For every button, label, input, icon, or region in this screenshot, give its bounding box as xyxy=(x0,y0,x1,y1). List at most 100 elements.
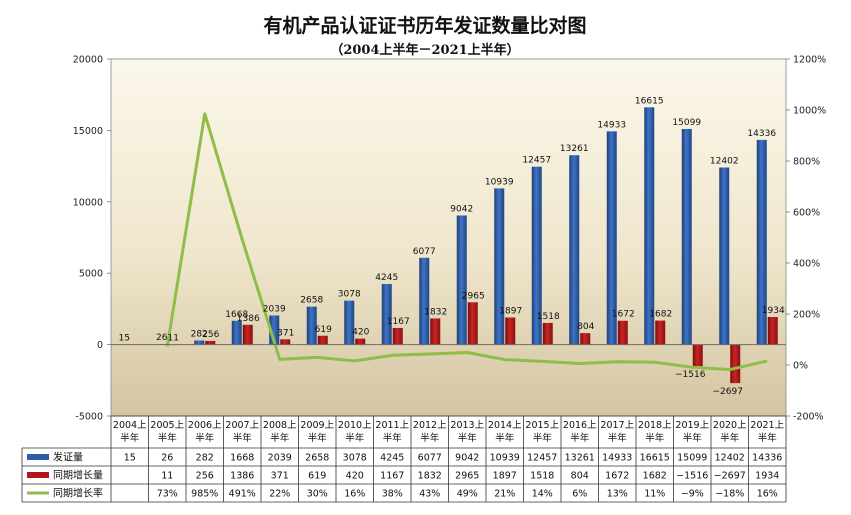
label-issued-4: 2039 xyxy=(263,304,286,314)
chart-subtitle: （2004上半年－2021上半年） xyxy=(330,42,519,58)
bar-growth-6 xyxy=(355,338,366,345)
bar-issued-15 xyxy=(681,128,692,345)
table-cell-1-10: 1897 xyxy=(493,471,517,482)
table-cell-0-7: 4245 xyxy=(380,453,404,464)
label-issued-16: 12402 xyxy=(710,156,739,166)
table-cell-0-17: 14336 xyxy=(752,453,782,464)
bar-growth-10 xyxy=(505,317,516,345)
table-cell-1-15: −1516 xyxy=(676,471,708,482)
category-label-15: 半年 xyxy=(683,432,703,444)
table-cell-0-5: 2658 xyxy=(305,453,329,464)
table-cell-0-8: 6077 xyxy=(418,453,442,464)
table-cell-1-11: 1518 xyxy=(530,471,554,482)
bar-growth-8 xyxy=(430,318,441,345)
table-cell-1-2: 256 xyxy=(196,471,214,482)
right-tick-label: 600% xyxy=(793,208,820,219)
chart-title: 有机产品认证证书历年发证数量比对图 xyxy=(263,14,586,37)
bar-issued-8 xyxy=(419,257,430,345)
right-tick-label: -200% xyxy=(793,412,824,423)
label-issued-3: 1668 xyxy=(225,310,248,320)
table-cell-0-11: 12457 xyxy=(527,453,557,464)
category-label-0: 半年 xyxy=(120,432,140,444)
category-label-2: 半年 xyxy=(195,432,215,444)
label-growth-15: −1516 xyxy=(675,370,706,380)
table-cell-1-5: 619 xyxy=(308,471,326,482)
table-cell-2-3: 491% xyxy=(229,489,256,500)
table-cell-1-8: 1832 xyxy=(418,471,442,482)
right-tick-label: 0% xyxy=(793,361,808,372)
table-cell-0-13: 14933 xyxy=(602,453,632,464)
plot-area xyxy=(110,58,787,417)
bar-growth-12 xyxy=(580,333,591,345)
bar-issued-9 xyxy=(456,215,467,345)
left-tick-label: 15000 xyxy=(73,126,103,137)
category-label-6: 半年 xyxy=(345,432,365,444)
label-growth-5: 619 xyxy=(315,325,332,335)
category-label-11: 2015上 xyxy=(525,420,559,431)
label-issued-12: 13261 xyxy=(560,144,589,154)
category-label-14: 半年 xyxy=(645,432,665,444)
bar-growth-9 xyxy=(467,302,478,345)
category-label-1: 半年 xyxy=(158,432,178,444)
table-cell-0-12: 13261 xyxy=(565,453,595,464)
bar-growth-5 xyxy=(317,335,328,345)
table-cell-2-12: 6% xyxy=(572,489,587,500)
table-cell-2-5: 30% xyxy=(307,489,328,500)
category-label-7: 2011上 xyxy=(375,420,409,431)
table-cell-1-14: 1682 xyxy=(643,471,667,482)
right-tick-label: 800% xyxy=(793,157,820,168)
legend-name-0: 发证量 xyxy=(53,451,83,464)
table-cell-1-3: 1386 xyxy=(230,471,254,482)
table-cell-1-16: −2697 xyxy=(714,471,746,482)
bar-issued-10 xyxy=(494,188,505,345)
bar-issued-17 xyxy=(756,139,767,345)
right-tick-label: 400% xyxy=(793,259,820,270)
table-cell-1-4: 371 xyxy=(271,471,289,482)
category-label-9: 半年 xyxy=(458,432,478,444)
bar-growth-17 xyxy=(767,316,778,345)
table-cell-2-2: 985% xyxy=(191,489,218,500)
bar-issued-7 xyxy=(381,283,392,345)
label-growth-6: 420 xyxy=(352,328,369,338)
bar-growth-3 xyxy=(242,324,253,345)
table-cell-2-4: 22% xyxy=(269,489,290,500)
category-label-10: 半年 xyxy=(495,432,515,444)
label-growth-3: 1386 xyxy=(237,314,260,324)
category-label-16: 2020上 xyxy=(713,420,747,431)
label-growth-14: 1682 xyxy=(649,310,672,320)
table-cell-2-16: −18% xyxy=(715,489,744,500)
category-label-4: 半年 xyxy=(270,432,290,444)
label-growth-11: 1518 xyxy=(537,312,560,322)
bar-growth-13 xyxy=(617,320,628,345)
legend-name-2: 同期增长率 xyxy=(53,487,103,500)
table-cell-1-1: 11 xyxy=(161,471,173,482)
bar-issued-12 xyxy=(569,155,580,345)
category-label-17: 半年 xyxy=(758,432,778,444)
left-tick-label: 0 xyxy=(97,340,103,351)
table-cell-2-10: 21% xyxy=(494,489,515,500)
table-cell-2-17: 16% xyxy=(757,489,778,500)
line-layer xyxy=(165,112,768,372)
table-cell-1-12: 804 xyxy=(571,471,589,482)
table-cell-0-9: 9042 xyxy=(455,453,479,464)
label-growth-17: 1934 xyxy=(762,306,785,316)
bar-issued-3 xyxy=(231,320,242,345)
table-cell-2-7: 38% xyxy=(382,489,403,500)
legend-name-1: 同期增长量 xyxy=(53,469,103,482)
label-growth-16: −2697 xyxy=(713,387,743,397)
category-label-11: 半年 xyxy=(533,432,553,444)
category-label-5: 半年 xyxy=(308,432,328,444)
label-growth-1: 11 xyxy=(168,333,179,343)
label-growth-8: 1832 xyxy=(424,307,447,317)
label-issued-13: 14933 xyxy=(597,120,626,130)
table-cell-2-6: 16% xyxy=(344,489,365,500)
table-cell-2-1: 73% xyxy=(157,489,178,500)
bar-issued-4 xyxy=(269,315,280,345)
bars-layer xyxy=(119,107,778,384)
table-cell-2-9: 49% xyxy=(457,489,478,500)
table-cell-2-8: 43% xyxy=(419,489,440,500)
label-issued-5: 2658 xyxy=(300,296,323,306)
table-cell-2-14: 11% xyxy=(644,489,665,500)
